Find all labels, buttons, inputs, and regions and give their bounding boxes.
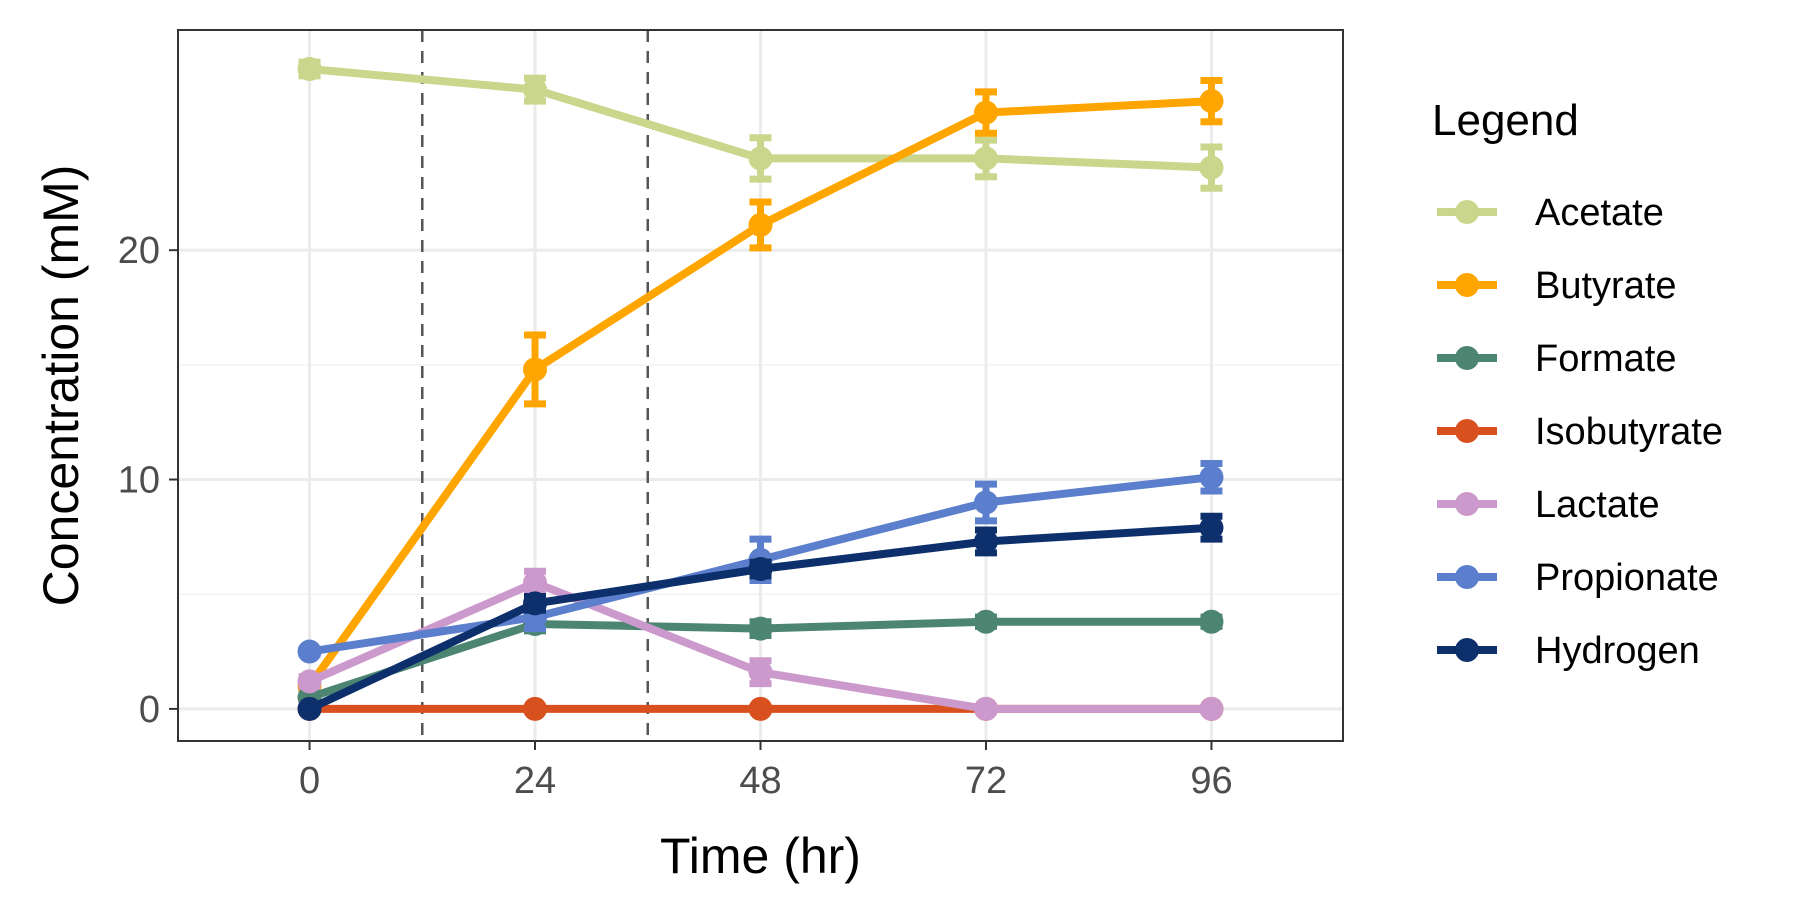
legend-key-point [1455, 346, 1479, 370]
legend-label: Propionate [1535, 557, 1719, 599]
series-lactate [297, 567, 1224, 721]
x-tick-label: 24 [514, 760, 556, 802]
y-tick-label: 10 [118, 460, 160, 502]
y-tick-label: 0 [139, 689, 160, 731]
data-point [523, 591, 548, 616]
data-point [973, 609, 998, 634]
legend-item-propionate: Propionate [1437, 557, 1719, 599]
data-point [523, 357, 548, 382]
legend-label: Butyrate [1535, 265, 1677, 307]
legend-item-acetate: Acetate [1437, 192, 1664, 234]
data-point [1199, 89, 1224, 114]
legend-key-point [1455, 200, 1479, 224]
legend: Legend Acetate Butyrate Formate Isobutyrate… [1432, 96, 1723, 672]
legend-key-point [1455, 419, 1479, 443]
x-tick-label: 48 [739, 760, 781, 802]
data-point [523, 696, 548, 721]
series-hydrogen [297, 512, 1224, 721]
data-point [297, 56, 322, 81]
legend-key-point [1455, 565, 1479, 589]
data-point [748, 212, 773, 237]
data-point [1199, 696, 1224, 721]
series-group [297, 56, 1224, 721]
data-point [297, 696, 322, 721]
y-axis-title: Concentration (mM) [33, 165, 89, 607]
legend-label: Acetate [1535, 192, 1664, 234]
data-point [748, 146, 773, 171]
data-point [523, 77, 548, 102]
data-point [748, 556, 773, 581]
legend-label: Formate [1535, 338, 1676, 380]
data-point [973, 529, 998, 554]
axis-ticks: 0 24 48 72 96 0 10 20 [118, 230, 1233, 802]
data-point [748, 616, 773, 641]
legend-label: Lactate [1535, 484, 1660, 526]
legend-key-point [1455, 638, 1479, 662]
data-point [973, 696, 998, 721]
data-point [973, 146, 998, 171]
data-point [1199, 515, 1224, 540]
legend-item-butyrate: Butyrate [1437, 265, 1677, 307]
x-tick-label: 72 [965, 760, 1007, 802]
legend-key-point [1455, 492, 1479, 516]
data-point [1199, 465, 1224, 490]
data-point [973, 100, 998, 125]
data-point [748, 696, 773, 721]
data-point [523, 570, 548, 595]
data-point [973, 490, 998, 515]
data-point [1199, 609, 1224, 634]
legend-title: Legend [1432, 96, 1579, 145]
legend-item-formate: Formate [1437, 338, 1676, 380]
data-point [748, 660, 773, 685]
legend-item-hydrogen: Hydrogen [1437, 630, 1700, 672]
y-tick-label: 20 [118, 230, 160, 272]
x-tick-label: 0 [299, 760, 320, 802]
x-axis-title: Time (hr) [660, 828, 861, 884]
legend-label: Isobutyrate [1535, 411, 1723, 453]
legend-item-lactate: Lactate [1437, 484, 1660, 526]
data-point [1199, 155, 1224, 180]
legend-key-point [1455, 273, 1479, 297]
data-point [297, 669, 322, 694]
legend-item-isobutyrate: Isobutyrate [1437, 411, 1723, 453]
data-point [297, 639, 322, 664]
legend-label: Hydrogen [1535, 630, 1700, 672]
x-tick-label: 96 [1190, 760, 1232, 802]
series-acetate [297, 56, 1224, 192]
